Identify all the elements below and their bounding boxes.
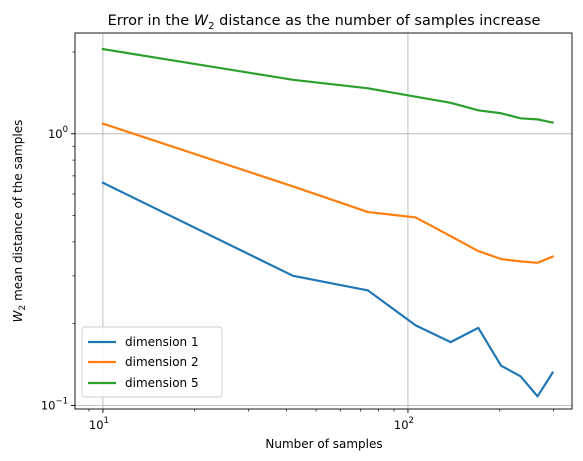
legend-box <box>81 326 223 398</box>
legend-label-dimension-5: dimension 5 <box>125 376 199 390</box>
x-tick-label-0: 101 <box>89 416 109 432</box>
chart-title-prefix: Error in the <box>108 13 194 29</box>
y-axis-label-suffix: mean distance of the samples <box>11 120 25 305</box>
legend-label-dimension-2: dimension 2 <box>125 355 199 369</box>
chart-title-w: W <box>194 13 209 29</box>
plot-frame <box>74 32 573 410</box>
y-axis-label-w-sub: 2 <box>18 305 28 311</box>
x-axis-label: Number of samples <box>265 437 382 451</box>
chart-title: Error in the W2 distance as the number o… <box>108 13 541 32</box>
series-line-dimension-1 <box>101 181 555 398</box>
x-tick-label-1: 102 <box>394 416 414 432</box>
series-line-dimension-2 <box>101 122 555 264</box>
chart-title-w-sub: 2 <box>208 21 214 32</box>
tick-layer: 101 102 10−1 100 <box>41 51 554 432</box>
y-tick-label-0: 10−1 <box>41 396 68 412</box>
y-axis-label: W2 mean distance of the samples <box>11 120 28 323</box>
y-axis-label-w: W <box>11 309 25 322</box>
legend-label-dimension-1: dimension 1 <box>125 335 199 349</box>
legend: dimension 1 dimension 2 dimension 5 <box>81 326 223 398</box>
series-line-dimension-5 <box>101 47 554 124</box>
y-tick-label-1: 100 <box>48 125 68 141</box>
chart-title-suffix: distance as the number of samples increa… <box>215 13 541 29</box>
series-layer <box>101 47 555 398</box>
